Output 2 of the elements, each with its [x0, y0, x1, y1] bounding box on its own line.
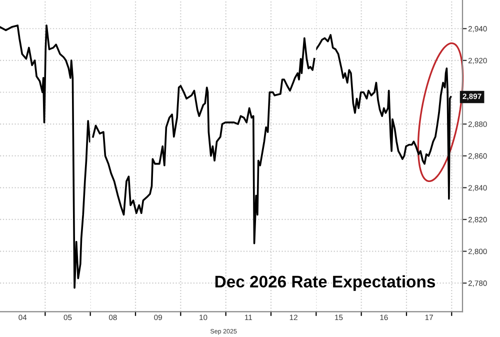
text: Dec 2026 Rate Expectations: [215, 275, 436, 291]
line-series: [316, 34, 452, 200]
